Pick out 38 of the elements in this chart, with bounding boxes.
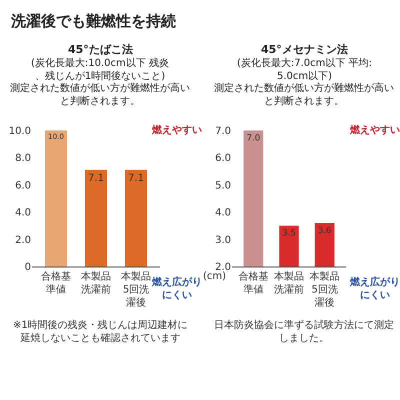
text: 洗濯後でも難燃性を持続: [10, 12, 176, 30]
y-tick-label: 2.0: [215, 262, 231, 274]
data-label: 3.6: [318, 226, 332, 236]
data-label: 10.0: [48, 132, 64, 142]
y-tick-label: 0: [24, 262, 31, 274]
y-axis-title: (cm): [203, 271, 226, 282]
x-tick-label: 合格基準値: [41, 270, 71, 296]
x-tick-label: 本製品5回洗濯後: [121, 270, 151, 309]
text: 燃え広がりにくい: [349, 276, 400, 301]
text: 燃え広がりにくい: [151, 276, 202, 301]
text: 測定された数値が低い方が難燃性が高いと判断されます。: [214, 82, 394, 107]
y-tick-label: 3.0: [215, 234, 231, 246]
data-label: 3.5: [282, 228, 296, 239]
text: 日本防炎協会に準ずる試験方法にて測定しました。: [214, 319, 394, 344]
x-tick-label: 本製品5回洗濯後: [310, 270, 340, 309]
x-tick-label: 合格基準値: [238, 270, 268, 296]
chart-subtitle: (炭化長最大:10.0cm以下 残炎、残じんが1時間後ないこと): [31, 57, 169, 82]
data-label: 7.1: [128, 172, 144, 184]
y-tick-label: 5.0: [215, 180, 231, 192]
y-tick-label: 6.0: [215, 153, 231, 164]
y-tick-label: 2.0: [15, 234, 31, 246]
y-tick-label: 7.0: [215, 126, 231, 137]
chart-subtitle: (炭化長最大:7.0cm以下 平均:5.0cm以下): [237, 57, 372, 82]
y-tick-label: 8.0: [15, 153, 31, 164]
x-tick-label: 本製品洗濯前: [81, 270, 111, 296]
y-tick-label: 4.0: [15, 208, 31, 219]
data-label: 7.0: [246, 133, 260, 144]
text: 燃えやすい: [349, 124, 400, 136]
y-tick-label: 6.0: [15, 180, 31, 192]
x-tick-label: 本製品洗濯前: [274, 270, 304, 296]
y-tick-label: 4.0: [215, 208, 231, 219]
y-tick-label: 10.0: [8, 126, 31, 137]
text: 測定された数値が低い方が難燃性が高いと判断されます。: [10, 82, 190, 107]
annotation: 燃えやすい: [151, 124, 202, 136]
chart-title: 45°たばこ法: [68, 43, 133, 56]
chart-title: 45°メセナミン法: [261, 43, 348, 56]
text: ※1時間後の残炎・残じんは周辺建材に延焼しないことも確認されています: [13, 319, 188, 344]
data-label: 7.1: [88, 172, 104, 184]
